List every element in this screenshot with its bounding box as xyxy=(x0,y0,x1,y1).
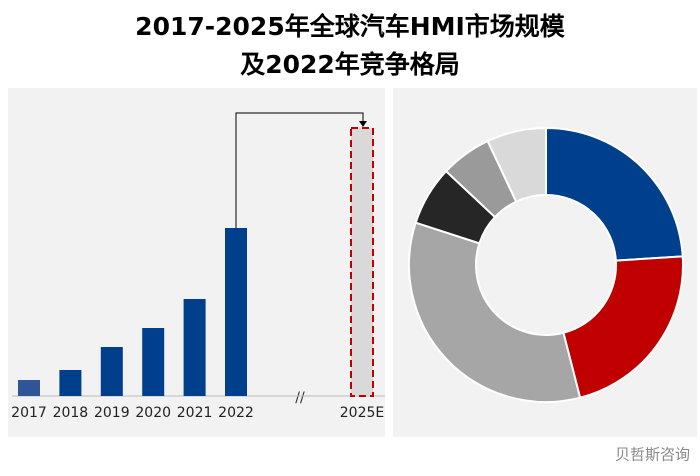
x-tick-label: 2020 xyxy=(135,405,171,421)
bar xyxy=(100,347,123,396)
x-tick-label: 2022 xyxy=(218,405,254,421)
donut-slice xyxy=(562,255,684,399)
arrow-head xyxy=(359,121,367,127)
x-tick-label: 2019 xyxy=(94,405,130,421)
x-tick-label: 2017 xyxy=(11,405,47,421)
donut-slice xyxy=(408,221,582,403)
x-tick-label: 2025E xyxy=(340,405,384,421)
title-line: 及2022年竞争格局 xyxy=(240,50,460,79)
x-tick-label: 2018 xyxy=(53,405,89,421)
bar xyxy=(142,328,165,396)
x-tick-label: 2021 xyxy=(177,405,213,421)
bar xyxy=(183,299,206,396)
axis-break: // xyxy=(295,390,305,406)
growth-arrow xyxy=(235,112,364,228)
bar xyxy=(18,380,40,396)
watermark: 贝哲斯咨询 xyxy=(615,446,690,464)
donut-slice xyxy=(545,126,684,262)
title-line: 2017-2025年全球汽车HMI市场规模 xyxy=(135,12,566,41)
donut-slice xyxy=(486,126,547,203)
bar xyxy=(59,370,82,396)
bar xyxy=(350,127,374,397)
bar xyxy=(225,228,247,396)
